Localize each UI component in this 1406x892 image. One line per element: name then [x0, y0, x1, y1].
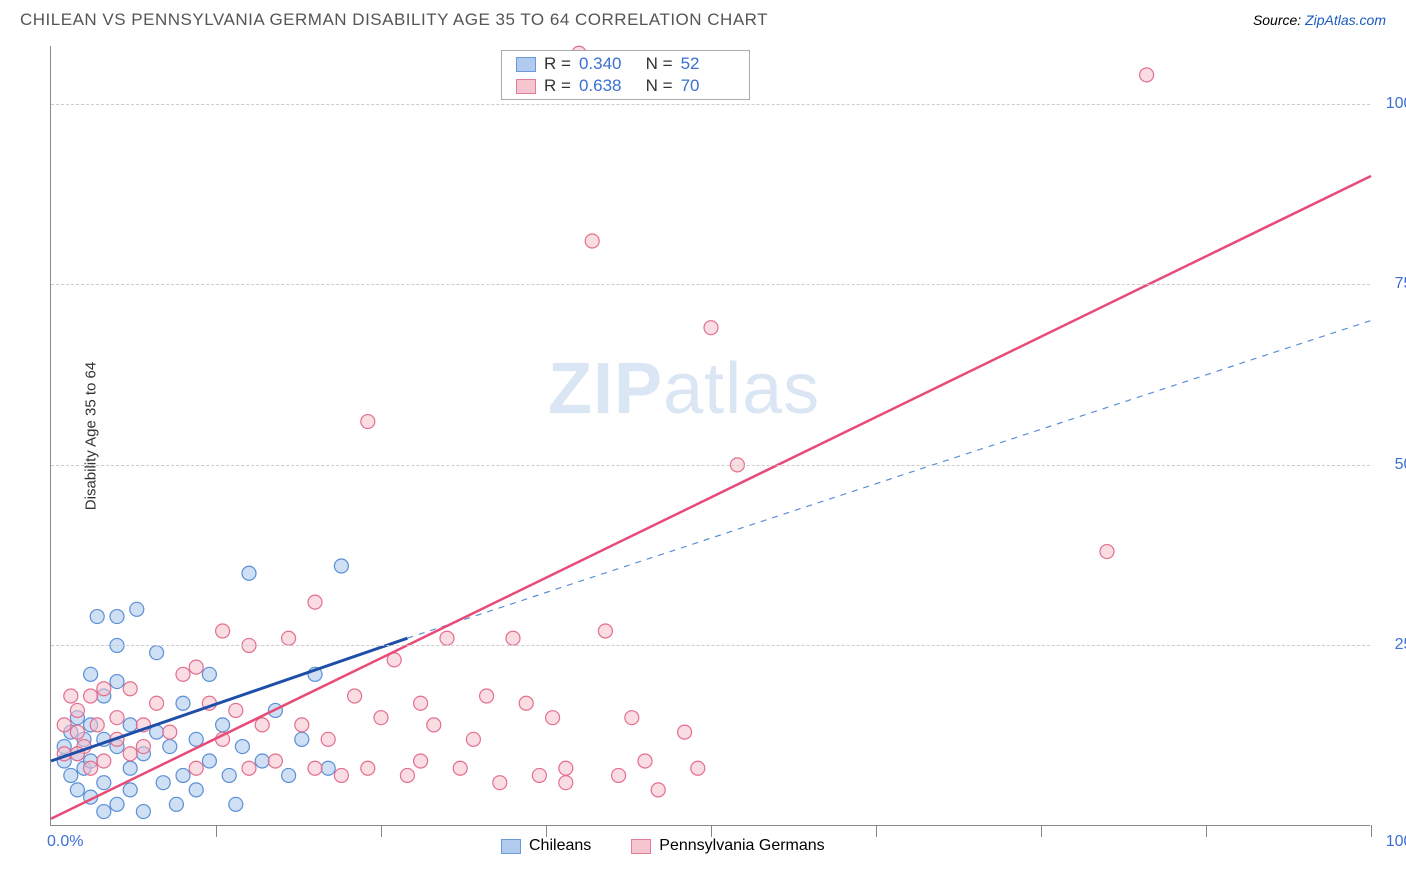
x-axis-max-label: 100.0%: [1386, 833, 1406, 851]
series-legend: Chileans Pennsylvania Germans: [501, 837, 825, 855]
x-tick: [711, 825, 712, 837]
legend-swatch-penn-germans: [631, 839, 651, 854]
correlation-stats-box: R = 0.340 N = 52 R = 0.638 N = 70: [501, 50, 750, 100]
swatch-chileans: [516, 57, 536, 72]
source-attribution: Source: ZipAtlas.com: [1253, 12, 1386, 28]
x-tick: [216, 825, 217, 837]
stats-row-chileans: R = 0.340 N = 52: [516, 53, 735, 75]
x-tick: [546, 825, 547, 837]
y-tick-label: 25.0%: [1395, 636, 1406, 654]
x-tick: [1206, 825, 1207, 837]
swatch-penn-germans: [516, 79, 536, 94]
plot-region: ZIPatlas Disability Age 35 to 64 R = 0.3…: [50, 46, 1370, 826]
x-tick: [876, 825, 877, 837]
x-tick: [381, 825, 382, 837]
chart-title: CHILEAN VS PENNSYLVANIA GERMAN DISABILIT…: [20, 10, 768, 30]
y-tick-label: 75.0%: [1395, 275, 1406, 293]
y-tick-label: 100.0%: [1386, 95, 1406, 113]
y-tick-label: 50.0%: [1395, 456, 1406, 474]
scatter-svg: [51, 46, 1371, 826]
x-axis-origin-label: 0.0%: [47, 833, 83, 851]
chart-header: CHILEAN VS PENNSYLVANIA GERMAN DISABILIT…: [0, 0, 1406, 36]
legend-swatch-chileans: [501, 839, 521, 854]
legend-item-chileans: Chileans: [501, 837, 591, 855]
x-tick: [1041, 825, 1042, 837]
legend-item-penn-germans: Pennsylvania Germans: [631, 837, 824, 855]
chart-area: ZIPatlas Disability Age 35 to 64 R = 0.3…: [50, 46, 1370, 826]
stats-row-penn-germans: R = 0.638 N = 70: [516, 75, 735, 97]
source-link[interactable]: ZipAtlas.com: [1305, 12, 1386, 28]
x-tick: [1371, 825, 1372, 837]
